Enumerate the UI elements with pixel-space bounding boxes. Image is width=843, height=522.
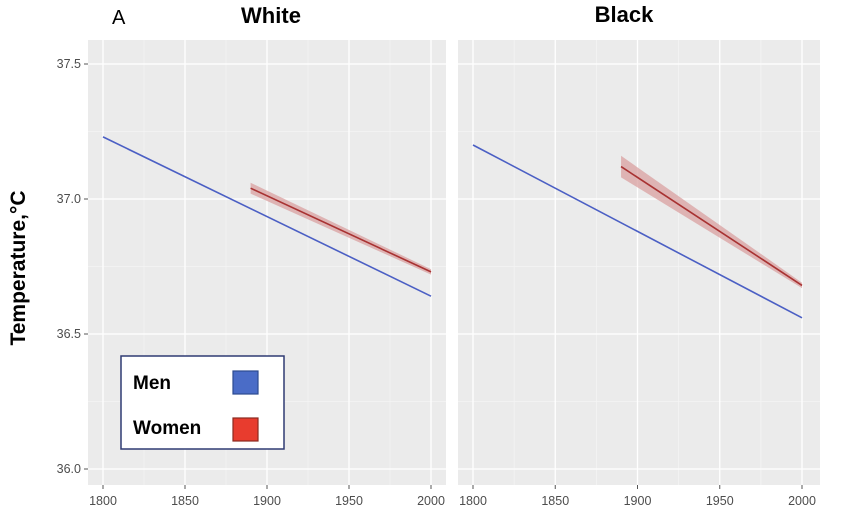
legend-label-men: Men: [133, 373, 171, 394]
figure-label: A: [112, 7, 126, 29]
legend-label-women: Women: [133, 418, 201, 439]
x-tick-label: 1950: [335, 494, 363, 508]
legend-swatch-women: [232, 417, 259, 442]
y-tick-label: 36.0: [57, 462, 81, 476]
panel-black-title: Black: [595, 2, 654, 27]
legend: Men Women: [120, 355, 285, 450]
x-tick-label: 1800: [89, 494, 117, 508]
series-line-women-white: [250, 187, 432, 273]
series-line-men-black: [472, 144, 803, 319]
panel-black-lines: [472, 144, 803, 319]
x-tick-label: 1900: [624, 494, 652, 508]
panel-black-grid: [458, 40, 820, 485]
panel-black: 1800 1850 1900 1950 2000 Black: [458, 2, 820, 508]
legend-swatch-men: [232, 370, 259, 395]
x-tick-label: 1950: [706, 494, 734, 508]
panel-white-lines: [102, 136, 432, 297]
panel-white-ticks: 1800 1850 1900 1950 2000 36.0 36.5 37.0 37.5: [57, 57, 445, 508]
x-tick-label: 2000: [417, 494, 445, 508]
panel-black-background: [458, 40, 820, 485]
x-tick-label: 1850: [171, 494, 199, 508]
x-tick-label: 2000: [788, 494, 816, 508]
panel-white-title: White: [241, 3, 301, 28]
y-tick-label: 36.5: [57, 327, 81, 341]
x-tick-label: 1800: [459, 494, 487, 508]
panel-black-ticks: 1800 1850 1900 1950 2000: [459, 485, 816, 508]
x-tick-label: 1900: [253, 494, 281, 508]
y-axis-label: Temperature,°C: [7, 190, 30, 345]
y-tick-label: 37.0: [57, 192, 81, 206]
x-tick-label: 1850: [541, 494, 569, 508]
series-line-men-white: [102, 136, 432, 297]
y-tick-label: 37.5: [57, 57, 81, 71]
series-line-women-black: [620, 165, 803, 287]
